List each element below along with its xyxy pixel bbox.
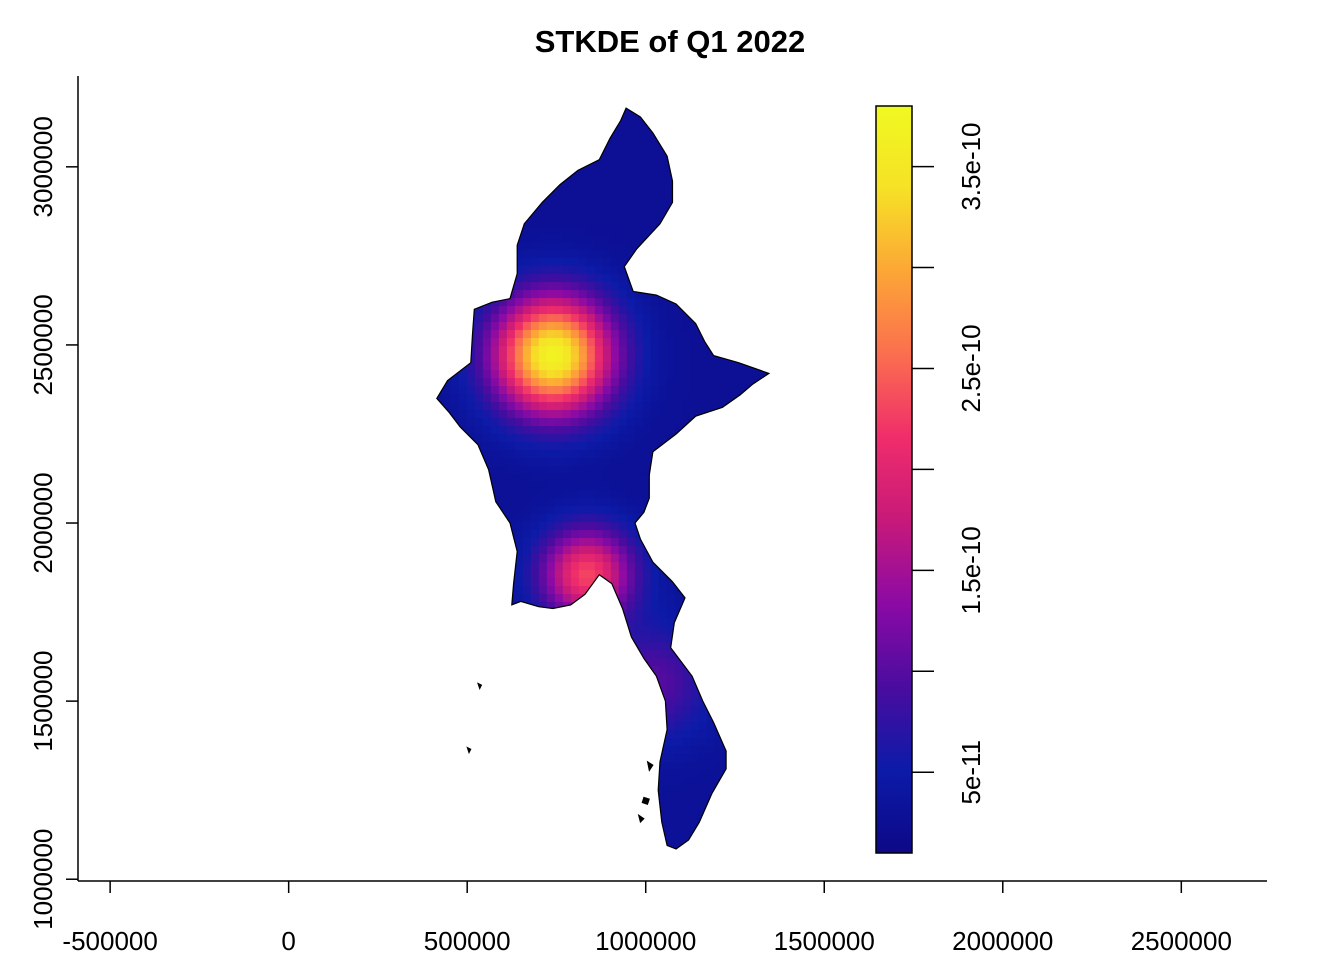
- x-tick-label: -500000: [62, 926, 157, 956]
- colorbar-ticks: 5e-11 1.5e-10 2.5e-10 3.5e-10: [912, 122, 986, 805]
- axes: -500000 0 500000 1000000 1500000 2000000 25000…: [28, 76, 1267, 956]
- y-tick-label: 1500000: [28, 651, 58, 752]
- y-ticks: 1000000 1500000 2000000 2500000 3000000: [28, 116, 78, 930]
- colorbar-tick-label: 5e-11: [956, 740, 986, 805]
- x-tick-label: 1500000: [774, 926, 875, 956]
- density-raster: [436, 108, 769, 849]
- island-shape: [646, 760, 654, 772]
- chart-title: STKDE of Q1 2022: [535, 24, 805, 59]
- island-shape: [637, 813, 645, 824]
- colorbar-gradient: [875, 105, 913, 854]
- x-tick-label: 500000: [424, 926, 511, 956]
- island-shape: [466, 746, 472, 755]
- country-boundary: [436, 107, 771, 850]
- y-tick-label: 1000000: [28, 829, 58, 930]
- island-shape: [477, 682, 483, 691]
- island-outlines: [466, 682, 654, 824]
- y-tick-label: 2500000: [28, 294, 58, 395]
- colorbar-tick-label: 2.5e-10: [956, 324, 986, 412]
- density-cells: [436, 108, 769, 849]
- colorbar-tick-label: 1.5e-10: [956, 526, 986, 614]
- x-tick-label: 0: [281, 926, 295, 956]
- colorbar-legend: 5e-11 1.5e-10 2.5e-10 3.5e-10: [875, 105, 986, 854]
- colorbar-tick-label: 3.5e-10: [956, 122, 986, 210]
- y-tick-label: 3000000: [28, 116, 58, 217]
- x-tick-label: 2500000: [1131, 926, 1232, 956]
- x-tick-label: 2000000: [952, 926, 1053, 956]
- x-tick-label: 1000000: [595, 926, 696, 956]
- x-ticks: -500000 0 500000 1000000 1500000 2000000 25000…: [62, 881, 1232, 956]
- y-tick-label: 2000000: [28, 472, 58, 573]
- island-shape: [641, 796, 650, 806]
